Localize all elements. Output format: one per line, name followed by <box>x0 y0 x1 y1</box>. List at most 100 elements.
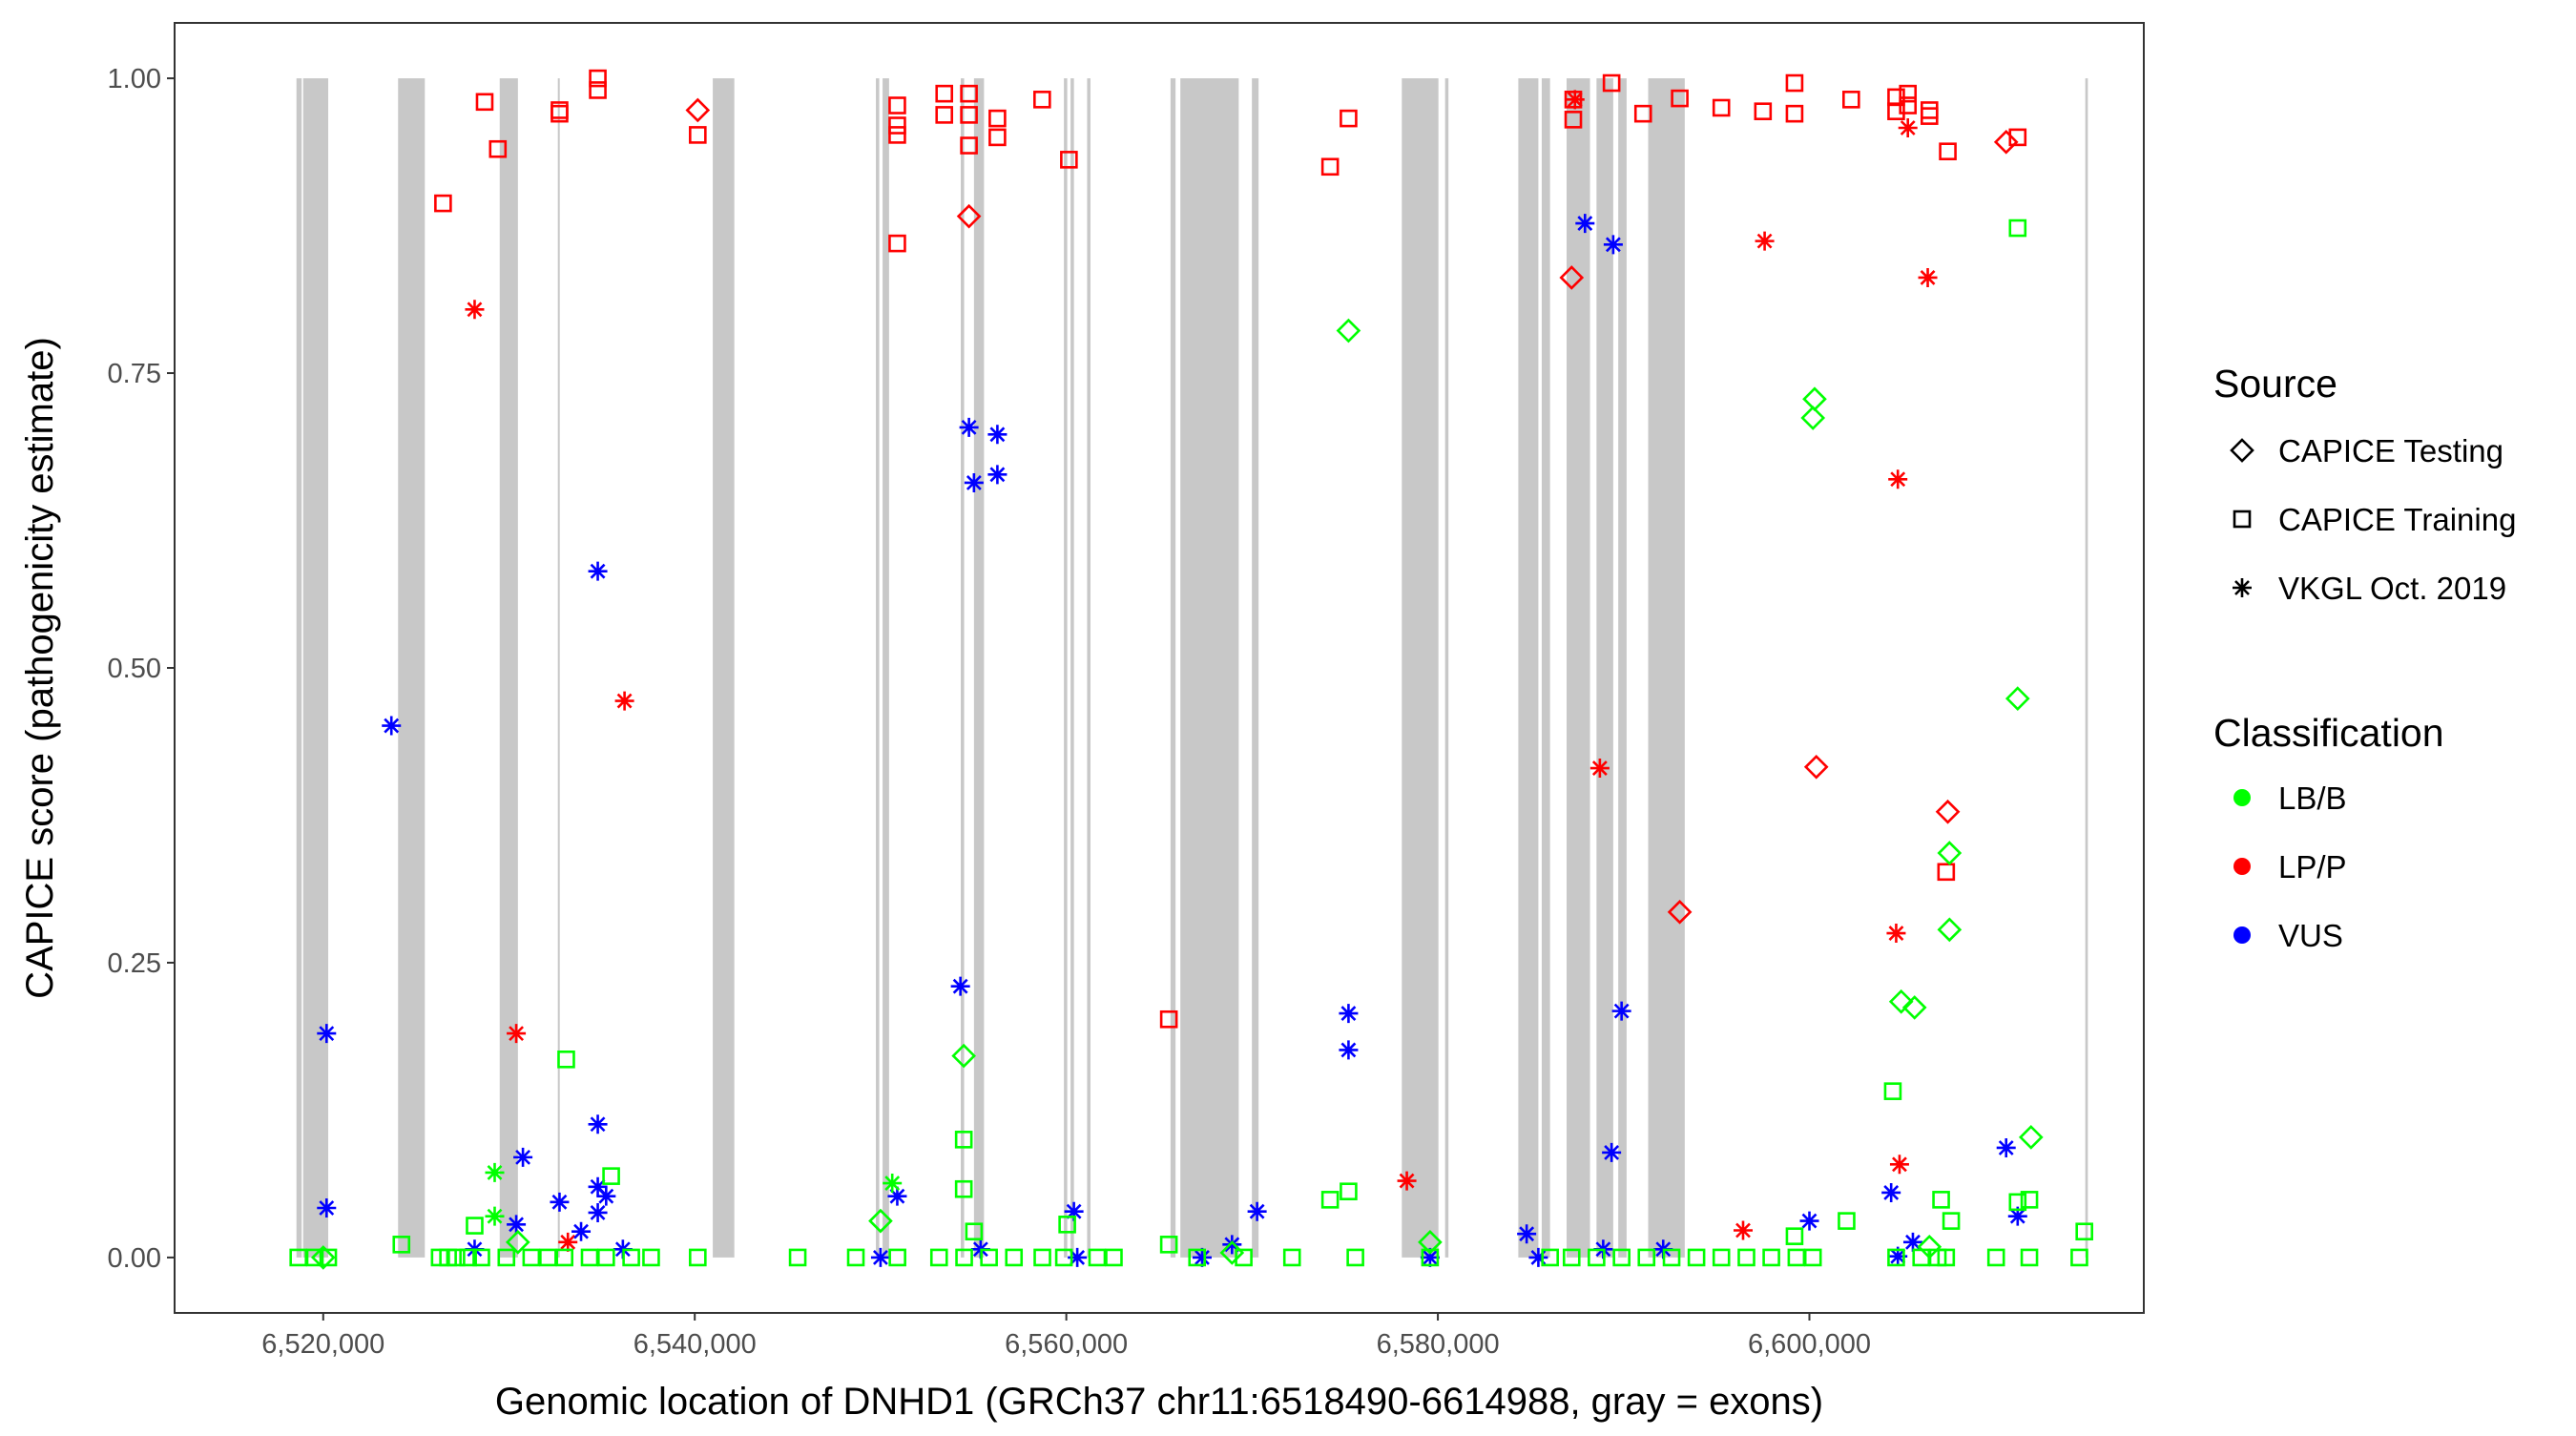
data-point-training-lb-b <box>447 1248 466 1267</box>
data-point-training-lb-b <box>954 1179 973 1198</box>
exon-band <box>296 78 302 1258</box>
data-point-testing-lb-b <box>951 1043 976 1069</box>
legend-asterisk-icon <box>2233 578 2252 597</box>
data-point-training-lb-b <box>392 1236 411 1254</box>
exon-band <box>1596 78 1613 1258</box>
data-point-testing-lb-b <box>1219 1240 1245 1265</box>
x-axis-ticks: 6,520,000 6,540,000 6,560,000 6,580,000 6,60… <box>261 1313 1871 1360</box>
data-point-training-lb-b <box>1033 1248 1051 1267</box>
data-point-training-lb-b <box>1637 1248 1656 1267</box>
data-point-testing-lb-b <box>1336 318 1361 343</box>
data-point-training-lb-b <box>1803 1248 1822 1267</box>
data-point-training-lb-b <box>2070 1248 2088 1267</box>
data-point-vkgl-lb-b <box>883 1174 903 1194</box>
data-point-training-lb-b <box>1562 1248 1581 1267</box>
data-point-vkgl-lp-p <box>1565 90 1585 110</box>
legend-source-label: VKGL Oct. 2019 <box>2278 571 2506 606</box>
data-point-testing-lp-p <box>1993 129 2019 155</box>
data-point-training-lb-b <box>1005 1248 1024 1267</box>
data-point-training-lb-b <box>642 1248 660 1267</box>
data-point-training-lp-p <box>1899 84 1918 103</box>
exon-band <box>1180 78 1239 1258</box>
y-tick-label: 0.50 <box>108 654 161 684</box>
data-point-training-lb-b <box>929 1248 948 1267</box>
data-point-vkgl-lb-b <box>485 1206 505 1226</box>
data-point-testing-lb-b <box>1937 917 1963 943</box>
data-point-vkgl-vus <box>588 1114 608 1134</box>
x-tick-label: 6,540,000 <box>634 1329 757 1360</box>
legend-class-label: LP/P <box>2278 849 2347 884</box>
exon-band <box>1541 78 1550 1258</box>
x-tick-label: 6,580,000 <box>1377 1329 1500 1360</box>
data-point-training-lb-b <box>2020 1248 2039 1267</box>
data-point-training-lb-b <box>2008 219 2027 238</box>
data-point-vkgl-vus <box>2007 1206 2027 1226</box>
data-point-training-lb-b <box>1346 1248 1364 1267</box>
exon-band <box>1518 78 1539 1258</box>
plot-panel-background <box>175 23 2144 1313</box>
data-point-training-lb-b <box>580 1248 599 1267</box>
data-point-training-lb-b <box>305 1248 324 1267</box>
data-point-training-lb-b <box>1588 1248 1606 1267</box>
data-point-training-lb-b <box>1712 1248 1731 1267</box>
data-point-vkgl-vus <box>382 716 402 736</box>
exon-band <box>1064 78 1068 1258</box>
data-point-training-lb-b <box>2075 1222 2093 1241</box>
data-point-training-lb-b <box>846 1248 865 1267</box>
data-point-training-lp-p <box>1842 91 1860 109</box>
exon-band <box>1402 78 1439 1258</box>
data-point-training-lp-p <box>488 139 508 158</box>
data-point-vkgl-vus <box>1339 1004 1359 1024</box>
data-point-training-lp-p <box>1633 104 1652 123</box>
data-point-training-lp-p <box>1159 1009 1178 1029</box>
data-point-training-lp-p <box>1602 73 1621 93</box>
data-point-testing-lp-p <box>1803 754 1829 780</box>
data-point-vkgl-vus <box>1064 1201 1084 1221</box>
data-point-training-lp-p <box>935 84 954 103</box>
data-point-training-lb-b <box>1421 1248 1440 1267</box>
data-point-training-lb-b <box>1188 1248 1207 1267</box>
data-point-training-lb-b <box>597 1248 615 1267</box>
data-point-training-lb-b <box>1932 1191 1950 1209</box>
legend-color-dot-icon <box>2233 789 2251 806</box>
data-point-vkgl-lp-p <box>558 1232 578 1252</box>
data-point-training-lb-b <box>2020 1191 2039 1209</box>
exon-band <box>1170 78 1176 1258</box>
y-tick-label: 0.75 <box>108 359 161 389</box>
data-point-training-lb-b <box>1838 1212 1856 1230</box>
data-point-training-lp-p <box>589 69 607 88</box>
data-point-vkgl-vus <box>1420 1247 1440 1267</box>
data-point-testing-lb-b <box>2018 1125 2044 1150</box>
data-point-vkgl-lp-p <box>465 300 485 320</box>
legend: Source CAPICE Testing CAPICE Training VKGL… <box>2213 362 2516 953</box>
data-point-vkgl-lp-p <box>1918 267 1938 287</box>
data-point-training-lb-b <box>1612 1248 1631 1267</box>
exon-band <box>1087 78 1091 1258</box>
data-point-training-lb-b <box>965 1222 984 1241</box>
data-point-vkgl-vus <box>870 1247 890 1267</box>
exon-band <box>499 78 518 1258</box>
data-point-vkgl-vus <box>950 976 970 996</box>
data-point-training-lp-p <box>1564 111 1583 129</box>
data-point-testing-lb-b <box>1888 989 1914 1014</box>
data-point-vkgl-vus <box>1517 1224 1537 1244</box>
data-point-testing-lb-b <box>310 1245 336 1270</box>
data-point-training-lb-b <box>888 1248 906 1267</box>
data-point-vkgl-lp-p <box>1898 117 1918 137</box>
data-point-training-lb-b <box>1159 1236 1178 1254</box>
data-point-testing-lp-p <box>1935 799 1961 824</box>
data-point-training-lp-p <box>1887 102 1905 120</box>
data-point-training-lp-p <box>1937 863 1956 882</box>
data-point-training-lb-b <box>557 1050 575 1069</box>
exon-band <box>557 78 560 1258</box>
data-point-training-lb-b <box>1054 1248 1073 1267</box>
data-point-vkgl-vus <box>513 1147 533 1167</box>
data-point-training-lb-b <box>1088 1248 1107 1267</box>
data-point-training-lp-p <box>988 109 1007 128</box>
exon-band <box>1648 78 1685 1258</box>
data-point-training-lp-p <box>551 101 569 119</box>
data-point-vkgl-lp-p <box>1888 469 1908 489</box>
data-point-testing-lp-p <box>1667 899 1693 925</box>
data-point-training-lb-b <box>555 1248 574 1267</box>
data-point-training-lb-b <box>788 1248 807 1267</box>
